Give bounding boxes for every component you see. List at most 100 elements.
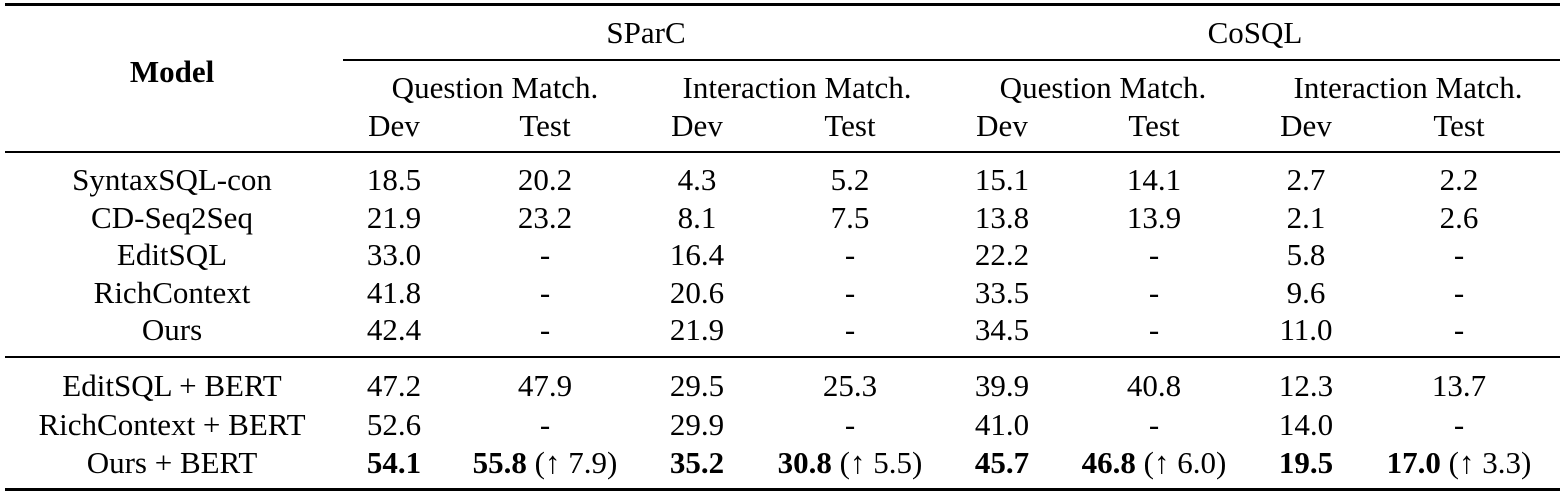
- group-separator-rule: [5, 356, 1560, 358]
- table-cell: 21.9: [669, 312, 725, 348]
- table-cell: -: [539, 406, 551, 442]
- table-cell: 5.2: [830, 162, 870, 197]
- gain-value: (↑ 3.3): [1448, 445, 1532, 480]
- table-cell-best: 19.5: [1278, 445, 1334, 480]
- table-cell: -: [539, 237, 551, 273]
- table-cell: -: [539, 274, 551, 310]
- table-cell: 39.9: [974, 368, 1030, 403]
- split-label: Test: [1433, 108, 1485, 143]
- table-cell: -: [1148, 237, 1160, 273]
- table-cell: 41.8: [366, 274, 422, 310]
- table-cell: 47.9: [517, 368, 573, 403]
- table-cell-best-with-gain: 30.8 (↑ 5.5): [778, 447, 923, 478]
- metric-sparc-question-match: Question Match.: [391, 70, 599, 105]
- table-cell: 33.5: [974, 274, 1030, 310]
- table-cell: -: [1453, 312, 1465, 348]
- table-cell: -: [844, 274, 856, 310]
- table-cell: 7.5: [830, 199, 870, 235]
- table-cell: 2.2: [1439, 162, 1479, 197]
- table-cell: -: [539, 312, 551, 348]
- table-cell: 20.6: [669, 274, 725, 310]
- gain-value: (↑ 7.9): [534, 445, 618, 480]
- dataset-cosql: CoSQL: [1207, 15, 1303, 50]
- table-cell: 11.0: [1279, 312, 1333, 348]
- table-cell: 15.1: [974, 162, 1030, 197]
- table-cell: -: [844, 312, 856, 348]
- table-cell-best: 45.7: [974, 445, 1030, 480]
- best-value: 17.0: [1386, 445, 1441, 480]
- gain-value: (↑ 6.0): [1143, 445, 1227, 480]
- metric-cosql-question-match: Question Match.: [999, 70, 1207, 105]
- table-row-model: Ours: [141, 312, 203, 348]
- table-cell: 52.6: [366, 406, 422, 442]
- table-cell: 18.5: [366, 162, 422, 197]
- model-header: Model: [129, 54, 215, 89]
- table-cell: 9.6: [1286, 274, 1326, 310]
- table-cell: 13.9: [1126, 199, 1182, 235]
- table-cell: 4.3: [677, 162, 717, 197]
- table-cell: 40.8: [1126, 368, 1182, 403]
- table-cell: -: [1453, 406, 1465, 442]
- table-row-model: CD-Seq2Seq: [91, 199, 253, 235]
- header-bottom-rule: [5, 151, 1560, 153]
- table-cell: -: [1148, 406, 1160, 442]
- table-cell: 29.9: [669, 406, 725, 442]
- table-cell-best: 54.1: [366, 445, 422, 480]
- table-cell: 23.2: [517, 199, 573, 235]
- table-row-model: EditSQL + BERT: [62, 368, 282, 403]
- table-cell: 29.5: [669, 368, 725, 403]
- table-cell: 5.8: [1286, 237, 1326, 273]
- best-value: 30.8: [777, 445, 832, 480]
- table-cell: 8.1: [677, 199, 717, 235]
- table-cell: 14.1: [1126, 162, 1182, 197]
- table-cell: 13.8: [974, 199, 1030, 235]
- dataset-sparc: SParC: [606, 15, 686, 50]
- table-cell: 33.0: [366, 237, 422, 273]
- table-cell: 2.7: [1286, 162, 1326, 197]
- table-cell: 16.4: [669, 237, 725, 273]
- table-cell-best-with-gain: 46.8 (↑ 6.0): [1082, 447, 1227, 478]
- dataset-underline: [343, 59, 1560, 61]
- best-value: 46.8: [1081, 445, 1136, 480]
- gain-value: (↑ 5.5): [839, 445, 923, 480]
- metric-cosql-interaction-match: Interaction Match.: [1293, 70, 1523, 105]
- table-cell: 2.6: [1439, 199, 1479, 235]
- table-cell-best-with-gain: 55.8 (↑ 7.9): [473, 447, 618, 478]
- split-label: Test: [519, 108, 571, 143]
- bottom-rule: [5, 488, 1560, 491]
- table-cell: 34.5: [974, 312, 1030, 348]
- table-cell-best-with-gain: 17.0 (↑ 3.3): [1387, 447, 1532, 478]
- table-row-model: SyntaxSQL-con: [72, 162, 272, 197]
- table-row-model: RichContext: [93, 274, 251, 310]
- metric-sparc-interaction-match: Interaction Match.: [682, 70, 912, 105]
- table-cell: -: [844, 237, 856, 273]
- table-row-model: Ours + BERT: [86, 445, 258, 480]
- table-cell: 13.7: [1431, 368, 1487, 403]
- table-cell: 20.2: [517, 162, 573, 197]
- table-cell: -: [1148, 312, 1160, 348]
- table-row-model: EditSQL: [116, 237, 228, 273]
- table-cell: 2.1: [1286, 199, 1326, 235]
- split-label: Dev: [1280, 108, 1332, 143]
- table-cell: 12.3: [1278, 368, 1334, 403]
- table-cell: 14.0: [1278, 406, 1334, 442]
- top-rule: [5, 3, 1560, 6]
- split-label: Dev: [368, 108, 420, 143]
- table-cell: 25.3: [822, 368, 878, 403]
- split-label: Test: [1128, 108, 1180, 143]
- split-label: Test: [824, 108, 876, 143]
- split-label: Dev: [976, 108, 1028, 143]
- best-value: 55.8: [472, 445, 527, 480]
- split-label: Dev: [671, 108, 723, 143]
- table-row-model: RichContext + BERT: [38, 406, 306, 442]
- table-cell-best: 35.2: [669, 445, 725, 480]
- table-cell: 21.9: [366, 199, 422, 235]
- table-cell: 47.2: [366, 368, 422, 403]
- table-cell: -: [1453, 274, 1465, 310]
- table-cell: 22.2: [974, 237, 1030, 273]
- table-cell: 41.0: [974, 406, 1030, 442]
- table-cell: 42.4: [366, 312, 422, 348]
- table-cell: -: [844, 406, 856, 442]
- table-cell: -: [1148, 274, 1160, 310]
- table-cell: -: [1453, 237, 1465, 273]
